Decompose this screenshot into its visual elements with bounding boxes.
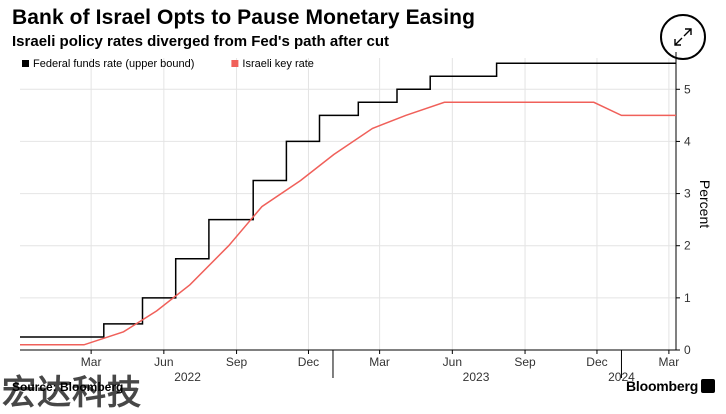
x-tick-label-8: Mar <box>659 355 680 369</box>
x-tick-label-7: Dec <box>586 355 607 369</box>
x-tick-label-2: Sep <box>226 355 248 369</box>
chart-title: Bank of Israel Opts to Pause Monetary Ea… <box>12 6 476 29</box>
x-year-label-1: 2023 <box>463 370 490 384</box>
series-line-1 <box>20 101 676 346</box>
legend-label-1: Israeli key rate <box>242 58 314 70</box>
x-tick-label-6: Sep <box>514 355 536 369</box>
legend-swatch-0 <box>22 60 29 67</box>
legend: Federal funds rate (upper bound) Israeli … <box>22 58 314 70</box>
series-line-0 <box>20 62 676 338</box>
x-tick-label-0: Mar <box>81 355 102 369</box>
bloomberg-brand: Bloomberg <box>626 378 699 394</box>
x-year-label-0: 2022 <box>174 370 201 384</box>
expand-arrows-icon <box>674 28 692 46</box>
watermark: 宏达科技 <box>2 374 142 412</box>
chart-subtitle: Israeli policy rates diverged from Fed's… <box>12 33 390 50</box>
legend-swatch-1 <box>231 60 239 67</box>
y-tick-label-2: 2 <box>684 239 691 253</box>
x-year-label-2: 2024 <box>608 370 635 384</box>
x-tick-label-4: Mar <box>369 355 390 369</box>
y-tick-label-0: 0 <box>684 343 691 357</box>
x-tick-label-3: Dec <box>298 355 319 369</box>
source-note: Source: Bloomberg <box>12 380 124 394</box>
y-tick-label-5: 5 <box>684 82 691 96</box>
y-tick-label-1: 1 <box>684 291 691 305</box>
y-axis-title: Percent <box>697 180 713 228</box>
bloomberg-badge-icon <box>701 379 715 393</box>
y-tick-label-3: 3 <box>684 187 691 201</box>
y-tick-label-4: 4 <box>684 134 691 148</box>
legend-label-0: Federal funds rate (upper bound) <box>33 58 194 70</box>
x-tick-label-1: Jun <box>154 355 173 369</box>
expand-button[interactable] <box>660 14 706 60</box>
x-tick-label-5: Jun <box>443 355 462 369</box>
